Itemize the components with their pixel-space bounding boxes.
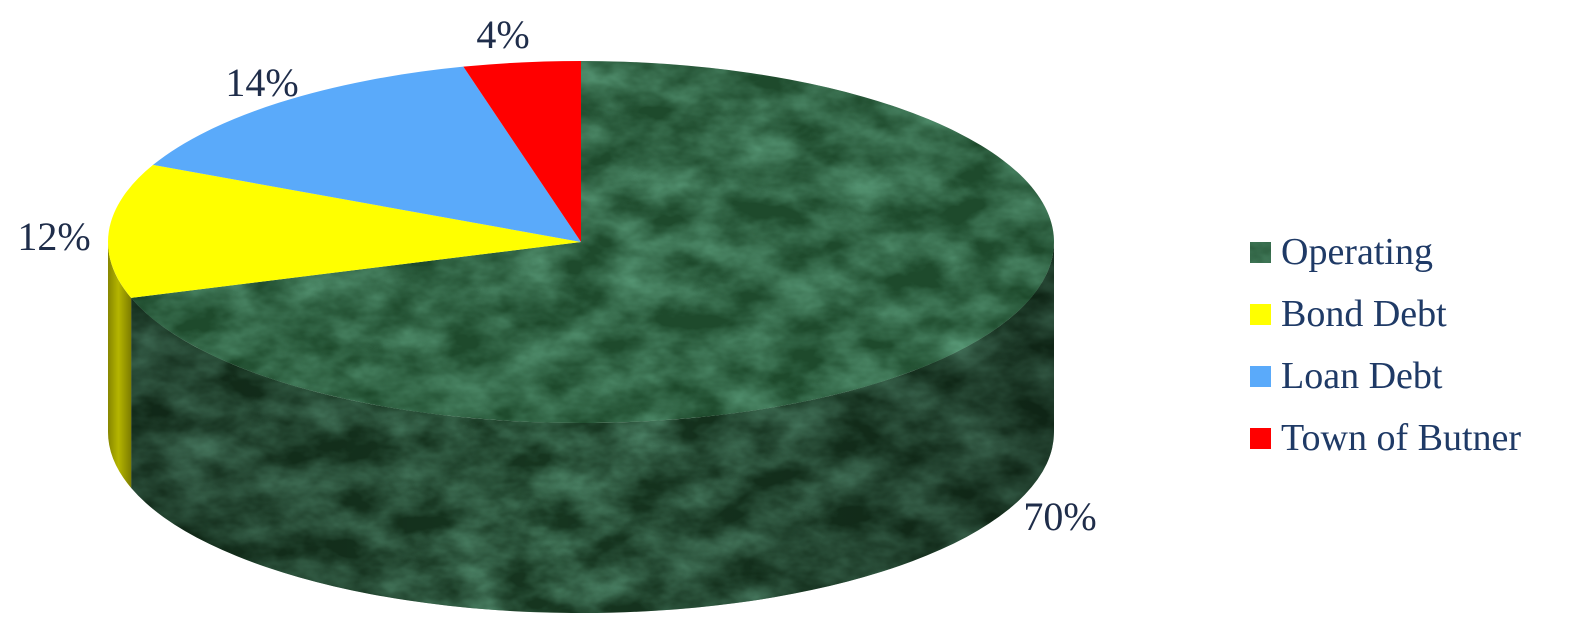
pie-slice-bond-debt xyxy=(107,164,581,298)
legend-label-loan-debt: Loan Debt xyxy=(1281,355,1443,397)
pie-slice-texture-operating xyxy=(131,61,1054,424)
slice-label-operating: 70% xyxy=(1023,494,1096,539)
pie-side-shade-operating xyxy=(131,242,1054,613)
pie-slice-town-of-butner xyxy=(463,61,581,242)
legend: Operating Bond Debt Loan Debt Town of Butne… xyxy=(1250,231,1521,459)
slice-label-loan-debt: 14% xyxy=(225,60,298,105)
pie-sides xyxy=(108,242,1054,613)
legend-swatch-bond-debt xyxy=(1250,304,1271,325)
pie-top xyxy=(107,61,1054,424)
slice-label-town-of-butner: 4% xyxy=(476,12,529,57)
pie-labels: 70% 12% 14% 4% xyxy=(17,12,1096,539)
legend-label-bond-debt: Bond Debt xyxy=(1281,293,1447,335)
pie-slice-loan-debt xyxy=(153,66,582,242)
legend-swatch-loan-debt xyxy=(1250,366,1271,387)
slice-label-bond-debt: 12% xyxy=(17,214,90,259)
legend-swatch-texture-operating xyxy=(1250,242,1271,263)
pie-side-shade-bond-debt xyxy=(108,242,132,488)
legend-swatch-town-of-butner xyxy=(1250,428,1271,449)
legend-label-town-of-butner: Town of Butner xyxy=(1281,417,1521,459)
legend-label-operating: Operating xyxy=(1281,231,1433,273)
